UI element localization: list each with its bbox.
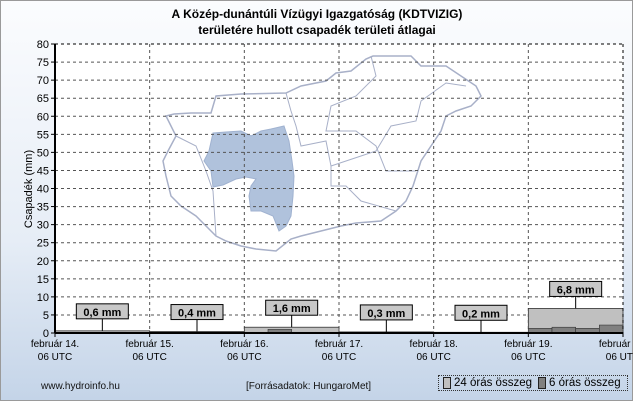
y-tick-label: 10 — [37, 292, 49, 304]
x-tick-time: 06 UTC — [132, 352, 166, 363]
x-tick-time: 06 UTC — [38, 352, 72, 363]
y-tick-label: 70 — [37, 75, 49, 87]
chart-title-line-2: területére hullott csapadék területi átl… — [198, 23, 435, 37]
y-tick-label: 30 — [37, 220, 49, 232]
y-tick-label: 80 — [37, 39, 49, 51]
bar-6h — [599, 325, 623, 333]
x-tick-time: 06 UTC — [511, 352, 545, 363]
x-tick-date: február 14. — [31, 339, 79, 350]
x-tick-date: február 17. — [315, 339, 363, 350]
y-tick-label: 55 — [37, 129, 49, 141]
legend-label-6h: 6 órás összeg — [549, 377, 621, 389]
y-tick-label: 65 — [37, 93, 49, 105]
x-tick-time: 06 UTC — [416, 352, 450, 363]
x-tick-time: 06 UTC — [322, 352, 356, 363]
footer-source: [Forrásadatok: HungaroMet] — [246, 381, 371, 392]
footer-site[interactable]: www.hydroinfo.hu — [41, 381, 120, 392]
y-tick-label: 25 — [37, 238, 49, 250]
chart-title-line-1: A Közép-dunántúli Vízügyi Igazgatóság (K… — [172, 7, 463, 21]
y-axis-label: Csapadék (mm) — [23, 150, 35, 228]
y-tick-label: 20 — [37, 256, 49, 268]
x-tick-time: 06 UTC — [606, 352, 633, 363]
x-tick-date: február 16. — [220, 339, 268, 350]
y-tick-label: 15 — [37, 274, 49, 286]
data-label: 0,3 mm — [367, 308, 405, 320]
y-tick-label: 45 — [37, 165, 49, 177]
x-tick-time: 06 UTC — [227, 352, 261, 363]
x-tick-date: február 15. — [125, 339, 173, 350]
y-tick-label: 35 — [37, 202, 49, 214]
data-label: 0,4 mm — [178, 308, 216, 320]
x-tick-date: február 18. — [409, 339, 457, 350]
legend-swatch-24h — [443, 377, 451, 389]
legend-swatch-6h — [538, 377, 546, 389]
legend: 24 órás összeg 6 órás összeg — [438, 375, 628, 391]
data-label: 6,8 mm — [557, 284, 595, 296]
data-label: 1,6 mm — [273, 303, 311, 315]
y-tick-label: 50 — [37, 147, 49, 159]
y-tick-label: 40 — [37, 184, 49, 196]
y-tick-label: 60 — [37, 111, 49, 123]
legend-label-24h: 24 órás összeg — [454, 377, 532, 389]
data-label: 0,6 mm — [83, 307, 121, 319]
x-tick-date: február 20. — [599, 339, 633, 350]
y-tick-label: 5 — [43, 310, 49, 322]
x-tick-date: február 19. — [504, 339, 552, 350]
y-tick-label: 75 — [37, 57, 49, 69]
data-label: 0,2 mm — [462, 308, 500, 320]
